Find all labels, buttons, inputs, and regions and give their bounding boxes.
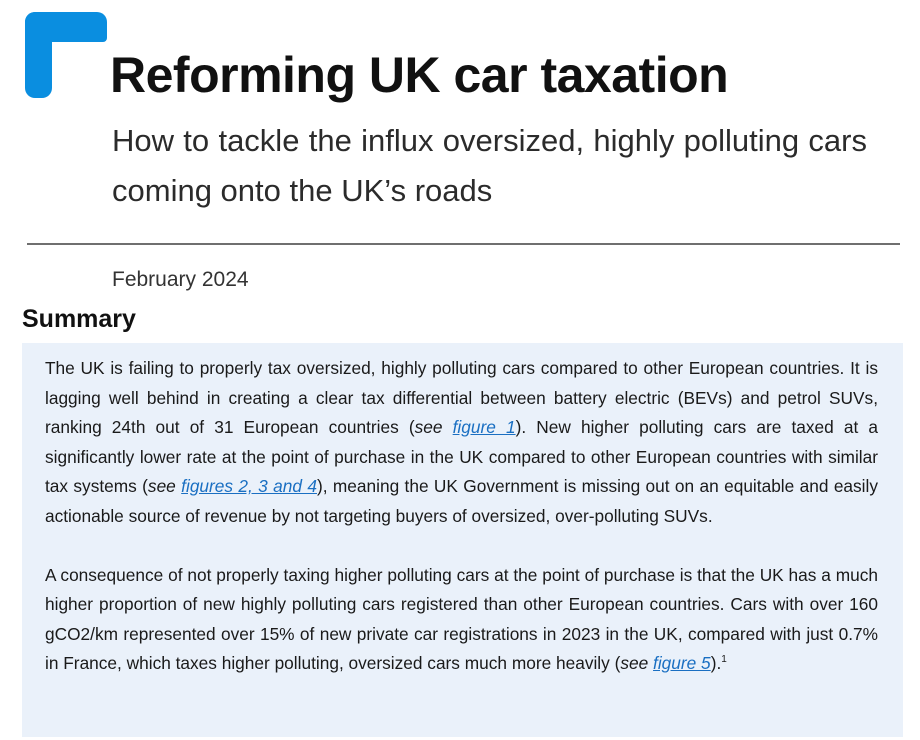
summary-p1-text-1: The UK is failing to properly tax oversi…: [45, 358, 878, 437]
brand-corner-mark: [25, 12, 107, 98]
summary-p1-see-2: see: [147, 476, 176, 496]
page-title: Reforming UK car taxation: [110, 47, 729, 103]
summary-p1-see-1: see: [414, 417, 443, 437]
page-subtitle: How to tackle the influx oversized, high…: [112, 123, 867, 208]
summary-p2-see: see: [620, 653, 649, 673]
publication-date: February 2024: [112, 268, 249, 291]
footnote-1[interactable]: 1: [721, 654, 727, 666]
summary-p1-text-2: ). New higher polluting cars are taxed a…: [45, 417, 878, 496]
figures-2-3-4-link[interactable]: figures 2, 3 and 4: [181, 476, 317, 496]
summary-heading: Summary: [22, 305, 136, 333]
summary-p2-text-2: ).: [710, 653, 722, 673]
figure-1-link[interactable]: figure 1: [452, 417, 516, 437]
summary-p2-text-1: A consequence of not properly taxing hig…: [45, 564, 878, 674]
summary-paragraph-1: The UK is failing to properly tax oversi…: [45, 354, 878, 531]
summary-box: The UK is failing to properly tax oversi…: [22, 343, 903, 737]
figure-5-link[interactable]: figure 5: [653, 653, 711, 673]
header-divider: [27, 243, 900, 245]
summary-paragraph-2: A consequence of not properly taxing hig…: [45, 561, 878, 679]
summary-p1-text-3: ), meaning the UK Government is missing …: [45, 476, 878, 526]
